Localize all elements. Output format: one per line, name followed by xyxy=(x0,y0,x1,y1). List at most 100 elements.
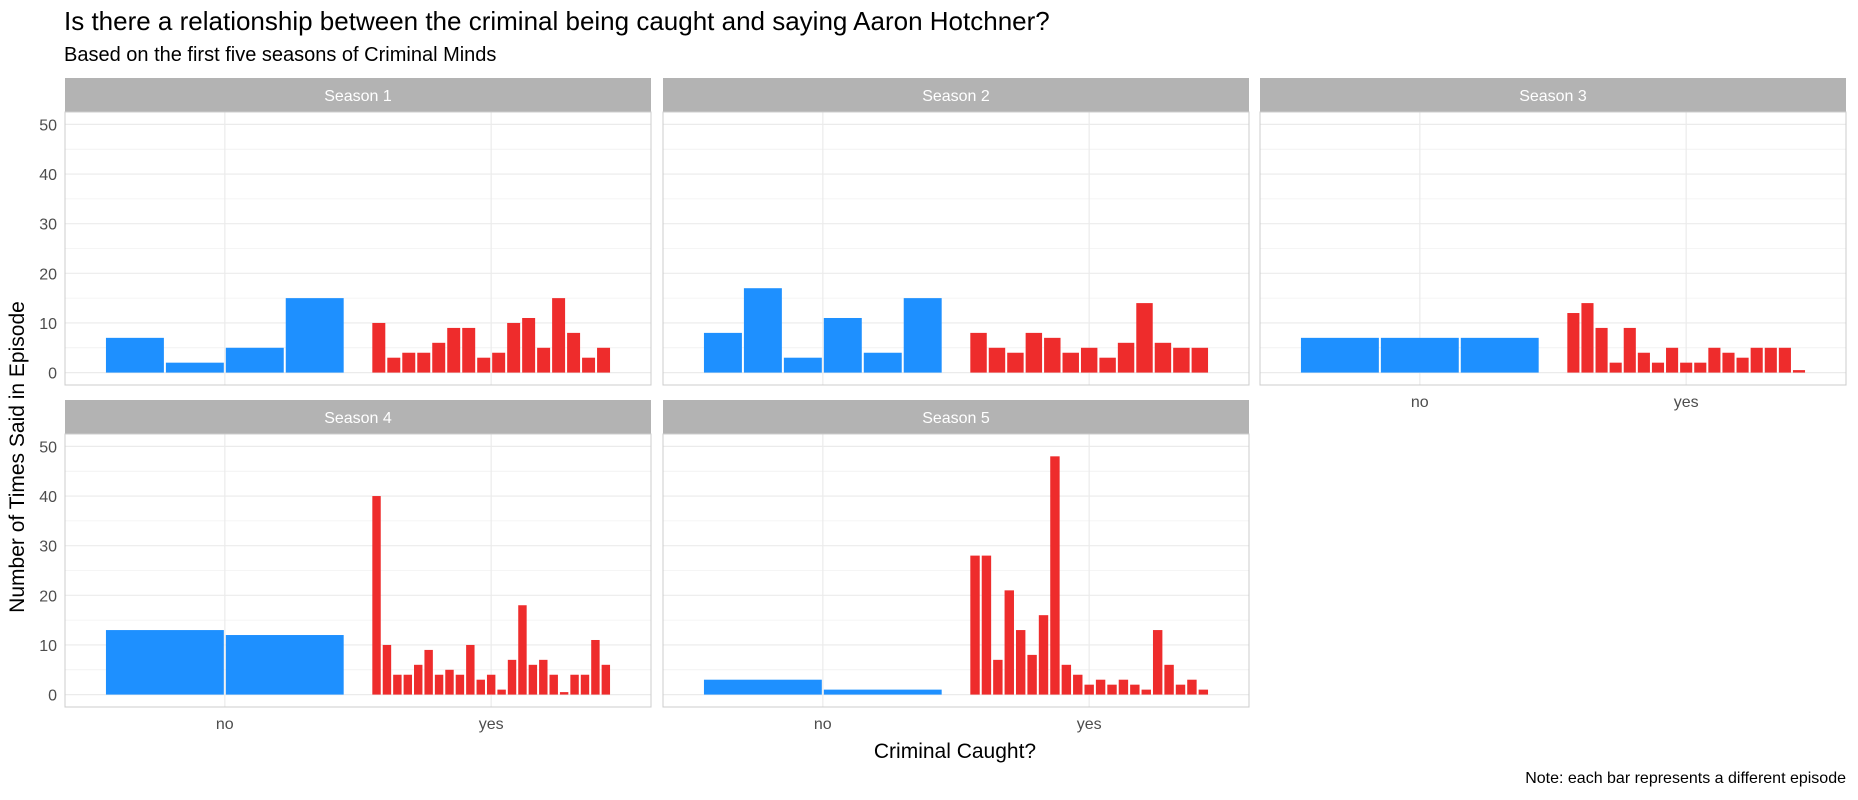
facet-strip xyxy=(663,400,1249,434)
bar-caught xyxy=(1141,689,1151,695)
bar-caught xyxy=(970,332,987,373)
bar-not-caught xyxy=(903,298,942,373)
bar-caught xyxy=(570,674,579,695)
bar-caught xyxy=(1191,347,1209,373)
bar-caught xyxy=(1095,679,1106,695)
bar-caught xyxy=(1164,664,1174,695)
y-tick-label: 0 xyxy=(48,688,57,705)
x-tick-label: no xyxy=(216,716,234,733)
facet-strip xyxy=(65,78,651,112)
bar-caught xyxy=(1722,352,1735,373)
bar-caught xyxy=(1118,679,1129,695)
bar-caught xyxy=(1080,347,1098,373)
bar-caught xyxy=(1025,332,1043,373)
bar-caught xyxy=(1050,456,1060,695)
bar-not-caught xyxy=(1300,337,1379,373)
x-tick-label: yes xyxy=(1077,716,1102,733)
bar-not-caught xyxy=(285,298,344,373)
panel-border xyxy=(662,111,1250,386)
bar-caught xyxy=(417,352,431,373)
bar-not-caught xyxy=(863,352,902,373)
bar-not-caught xyxy=(703,332,742,373)
y-tick-label: 30 xyxy=(39,217,57,234)
bar-caught xyxy=(539,659,548,695)
bar-caught xyxy=(1694,362,1707,373)
bar-not-caught xyxy=(823,317,862,373)
y-tick-label: 10 xyxy=(39,316,57,333)
bar-caught xyxy=(1680,362,1693,373)
bar-caught xyxy=(1062,352,1079,373)
bar-caught xyxy=(414,664,423,695)
panel-border xyxy=(1259,111,1847,386)
bar-caught xyxy=(1609,362,1622,373)
bar-caught xyxy=(434,674,444,695)
bar-caught xyxy=(1792,370,1806,373)
bar-not-caught xyxy=(823,689,942,695)
bar-caught xyxy=(1152,630,1163,695)
bar-caught xyxy=(981,555,992,695)
bar-caught xyxy=(591,639,600,695)
facet-strip xyxy=(1260,78,1846,112)
bar-caught xyxy=(1198,689,1209,695)
y-tick-label: 0 xyxy=(48,366,57,383)
bar-caught xyxy=(1084,684,1094,695)
bar-caught xyxy=(1117,342,1135,373)
bar-not-caught xyxy=(1460,337,1539,373)
bar-caught xyxy=(1567,313,1580,373)
y-tick-label: 40 xyxy=(39,489,57,506)
bar-caught xyxy=(597,347,611,373)
bar-caught xyxy=(559,692,569,695)
bar-caught xyxy=(1175,684,1186,695)
chart-subtitle: Based on the first five seasons of Crimi… xyxy=(64,44,497,66)
bar-caught xyxy=(537,347,551,373)
facet-strip-label: Season 1 xyxy=(324,88,392,105)
bar-caught xyxy=(507,322,521,373)
y-tick-label: 40 xyxy=(39,167,57,184)
facet-strip xyxy=(65,400,651,434)
bar-caught xyxy=(387,357,401,373)
bar-not-caught xyxy=(1380,337,1459,373)
bar-caught xyxy=(1061,664,1072,695)
bar-caught xyxy=(1107,684,1117,695)
bar-caught xyxy=(402,352,416,373)
bar-caught xyxy=(1044,337,1061,373)
bar-caught xyxy=(424,649,433,695)
chart-caption: Note: each bar represents a different ep… xyxy=(1525,770,1846,787)
y-tick-label: 20 xyxy=(39,588,57,605)
bar-caught xyxy=(1007,352,1024,373)
panel-border xyxy=(64,111,652,386)
bar-caught xyxy=(393,674,402,695)
facet-strip-label: Season 4 xyxy=(324,410,392,427)
x-tick-label: yes xyxy=(479,716,504,733)
facet-strip xyxy=(663,78,1249,112)
bar-caught xyxy=(372,496,381,695)
facet-strip-label: Season 3 xyxy=(1519,88,1587,105)
bar-caught xyxy=(1581,303,1594,373)
bar-caught xyxy=(1154,342,1172,373)
x-axis-title: Criminal Caught? xyxy=(873,740,1037,763)
bar-caught xyxy=(372,322,386,373)
bar-caught xyxy=(1764,347,1777,373)
bar-caught xyxy=(1623,327,1636,373)
y-axis-title: Number of Times Said in Episode xyxy=(6,301,29,613)
bar-caught xyxy=(522,317,536,373)
bar-caught xyxy=(477,357,491,373)
bar-caught xyxy=(486,674,496,695)
bar-caught xyxy=(1099,357,1116,373)
bar-caught xyxy=(445,669,454,695)
bar-caught xyxy=(970,555,980,695)
bar-not-caught xyxy=(743,288,782,373)
bar-caught xyxy=(1073,674,1083,695)
bar-caught xyxy=(518,605,527,695)
bar-not-caught xyxy=(105,630,224,695)
bar-caught xyxy=(1595,327,1608,373)
panel-border xyxy=(64,433,652,708)
bar-caught xyxy=(462,327,476,373)
y-tick-label: 20 xyxy=(39,266,57,283)
bar-caught xyxy=(601,664,611,695)
bar-caught xyxy=(1173,347,1190,373)
bar-caught xyxy=(1136,303,1153,373)
bar-caught xyxy=(507,659,517,695)
bar-caught xyxy=(466,644,475,695)
